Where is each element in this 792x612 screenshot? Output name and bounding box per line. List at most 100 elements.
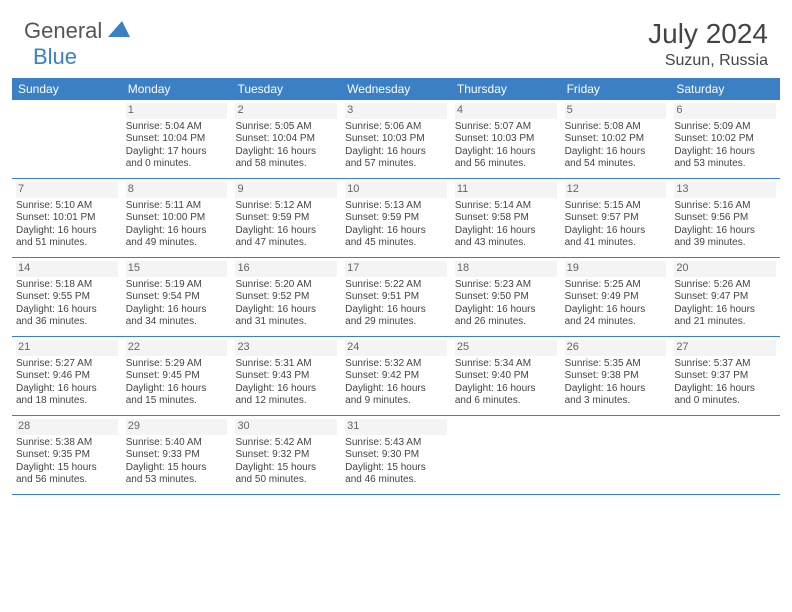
day-number: 16 [235, 261, 337, 277]
day-info-line: Sunrise: 5:07 AM [455, 121, 557, 134]
day-info-line: and 36 minutes. [16, 316, 118, 329]
day-info-line: Daylight: 16 hours [455, 225, 557, 238]
day-cell: 24Sunrise: 5:32 AMSunset: 9:42 PMDayligh… [341, 337, 451, 415]
day-info-line: Sunset: 9:57 PM [565, 212, 667, 225]
day-info-line: and 24 minutes. [565, 316, 667, 329]
weekday-header-cell: Monday [122, 78, 232, 100]
day-info-line: Sunrise: 5:09 AM [674, 121, 776, 134]
page-title: July 2024 [648, 18, 768, 50]
day-number: 6 [674, 103, 776, 119]
day-info-line: Sunrise: 5:29 AM [126, 358, 228, 371]
day-info-line: Daylight: 16 hours [235, 304, 337, 317]
day-info-line: and 29 minutes. [345, 316, 447, 329]
day-info-line: and 57 minutes. [345, 158, 447, 171]
day-info-line: Daylight: 16 hours [674, 225, 776, 238]
day-number: 13 [674, 182, 776, 198]
day-cell: 29Sunrise: 5:40 AMSunset: 9:33 PMDayligh… [122, 416, 232, 494]
day-info-line: Sunrise: 5:08 AM [565, 121, 667, 134]
day-cell: 20Sunrise: 5:26 AMSunset: 9:47 PMDayligh… [670, 258, 780, 336]
day-info-line: Daylight: 16 hours [565, 304, 667, 317]
weekday-header-cell: Wednesday [341, 78, 451, 100]
day-info-line: Sunset: 9:30 PM [345, 449, 447, 462]
day-info-line: Sunset: 9:35 PM [16, 449, 118, 462]
day-info-line: Sunset: 9:55 PM [16, 291, 118, 304]
day-cell: 25Sunrise: 5:34 AMSunset: 9:40 PMDayligh… [451, 337, 561, 415]
day-cell: 21Sunrise: 5:27 AMSunset: 9:46 PMDayligh… [12, 337, 122, 415]
day-info-line: Daylight: 16 hours [235, 383, 337, 396]
day-number: 20 [674, 261, 776, 277]
day-info-line: and 6 minutes. [455, 395, 557, 408]
week-row: 28Sunrise: 5:38 AMSunset: 9:35 PMDayligh… [12, 416, 780, 495]
day-cell: 12 Sunrise: 5:15 AMSunset: 9:57 PMDayligh… [561, 179, 671, 257]
day-number: 24 [345, 340, 447, 356]
day-info-line: Daylight: 16 hours [345, 304, 447, 317]
day-number: 7 [16, 182, 118, 198]
day-info-line: Sunrise: 5:27 AM [16, 358, 118, 371]
day-info-line: Sunrise: 5:22 AM [345, 279, 447, 292]
day-number: 25 [455, 340, 557, 356]
day-cell: 22Sunrise: 5:29 AMSunset: 9:45 PMDayligh… [122, 337, 232, 415]
day-number: 15 [126, 261, 228, 277]
day-info-line: Sunset: 10:04 PM [235, 133, 337, 146]
day-info-line: Daylight: 15 hours [345, 462, 447, 475]
day-info-line: Sunrise: 5:25 AM [565, 279, 667, 292]
day-info-line: and 50 minutes. [235, 474, 337, 487]
day-number: 30 [235, 419, 337, 435]
day-info-line: Daylight: 15 hours [16, 462, 118, 475]
day-number: 22 [126, 340, 228, 356]
day-info-line: and 47 minutes. [235, 237, 337, 250]
day-cell: 14Sunrise: 5:18 AMSunset: 9:55 PMDayligh… [12, 258, 122, 336]
day-info-line: Sunrise: 5:31 AM [235, 358, 337, 371]
day-number: 31 [345, 419, 447, 435]
logo-triangle-icon [108, 21, 130, 42]
day-info-line: and 49 minutes. [126, 237, 228, 250]
day-number: 12 [565, 182, 667, 198]
day-info-line: Daylight: 16 hours [126, 304, 228, 317]
day-info-line: Sunset: 9:52 PM [235, 291, 337, 304]
weekday-header-row: SundayMondayTuesdayWednesdayThursdayFrid… [12, 78, 780, 100]
day-info-line: and 45 minutes. [345, 237, 447, 250]
day-cell: 13Sunrise: 5:16 AMSunset: 9:56 PMDayligh… [670, 179, 780, 257]
day-info-line: Daylight: 16 hours [345, 383, 447, 396]
day-info-line: Sunset: 9:37 PM [674, 370, 776, 383]
day-info-line: Sunrise: 5:15 AM [565, 200, 667, 213]
day-number: 19 [565, 261, 667, 277]
day-cell [12, 100, 122, 178]
day-info-line: and 34 minutes. [126, 316, 228, 329]
day-info-line: and 31 minutes. [235, 316, 337, 329]
day-cell: 31Sunrise: 5:43 AMSunset: 9:30 PMDayligh… [341, 416, 451, 494]
day-cell: 15Sunrise: 5:19 AMSunset: 9:54 PMDayligh… [122, 258, 232, 336]
day-info-line: Sunset: 9:50 PM [455, 291, 557, 304]
day-cell [561, 416, 671, 494]
logo-text-general: General [24, 18, 102, 44]
day-number: 11 [455, 182, 557, 198]
day-info-line: Daylight: 16 hours [565, 225, 667, 238]
day-info-line: and 58 minutes. [235, 158, 337, 171]
day-info-line: and 0 minutes. [674, 395, 776, 408]
day-info-line: and 12 minutes. [235, 395, 337, 408]
day-info-line: and 46 minutes. [345, 474, 447, 487]
day-info-line: Sunset: 10:03 PM [345, 133, 447, 146]
day-info-line: Daylight: 16 hours [674, 383, 776, 396]
header-right: July 2024 Suzun, Russia [648, 18, 768, 70]
day-info-line: and 15 minutes. [126, 395, 228, 408]
day-number: 5 [565, 103, 667, 119]
weekday-header-cell: Saturday [670, 78, 780, 100]
day-number: 9 [235, 182, 337, 198]
day-number: 21 [16, 340, 118, 356]
week-row: 1Sunrise: 5:04 AMSunset: 10:04 PMDayligh… [12, 100, 780, 179]
day-info-line: Sunset: 10:03 PM [455, 133, 557, 146]
day-info-line: Daylight: 16 hours [16, 304, 118, 317]
day-cell: 5Sunrise: 5:08 AMSunset: 10:02 PMDayligh… [561, 100, 671, 178]
header: General July 2024 Suzun, Russia [0, 0, 792, 78]
day-cell [451, 416, 561, 494]
week-row: 7Sunrise: 5:10 AMSunset: 10:01 PMDayligh… [12, 179, 780, 258]
day-cell: 10Sunrise: 5:13 AMSunset: 9:59 PMDayligh… [341, 179, 451, 257]
day-info-line: Sunset: 10:04 PM [126, 133, 228, 146]
day-info-line: Daylight: 16 hours [235, 146, 337, 159]
day-info-line: and 9 minutes. [345, 395, 447, 408]
day-info-line: Sunrise: 5:23 AM [455, 279, 557, 292]
day-info-line: Sunset: 9:43 PM [235, 370, 337, 383]
day-info-line: Sunrise: 5:13 AM [345, 200, 447, 213]
day-info-line: Sunset: 9:38 PM [565, 370, 667, 383]
